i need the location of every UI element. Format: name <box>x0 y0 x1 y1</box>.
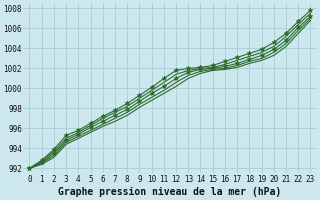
X-axis label: Graphe pression niveau de la mer (hPa): Graphe pression niveau de la mer (hPa) <box>58 186 282 197</box>
